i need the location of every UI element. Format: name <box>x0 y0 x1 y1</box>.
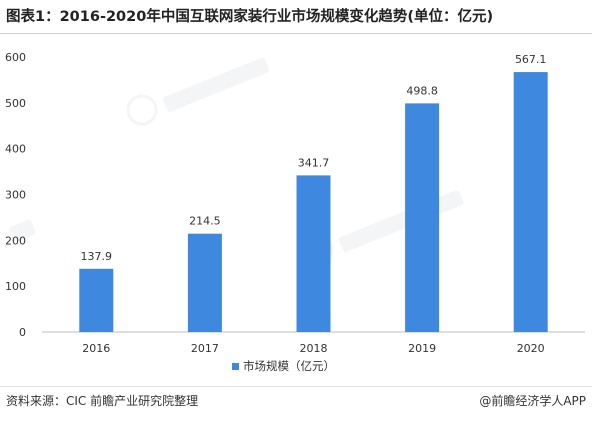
y-tick-label: 400 <box>5 143 26 156</box>
legend-swatch <box>232 363 239 370</box>
bar-value-label: 567.1 <box>515 53 547 66</box>
y-tick-label: 300 <box>5 189 26 202</box>
bar-value-label: 341.7 <box>298 156 330 169</box>
title-divider <box>0 33 592 34</box>
y-tick-label: 100 <box>5 280 26 293</box>
bar-2016 <box>79 268 114 332</box>
bar-2020 <box>513 72 548 333</box>
y-tick-label: 600 <box>5 51 26 64</box>
brand-credit: @前瞻经济学人APP <box>479 394 586 408</box>
y-tick-label: 0 <box>19 326 26 339</box>
chart-title: 图表1：2016-2020年中国互联网家装行业市场规模变化趋势(单位：亿元) <box>6 9 494 25</box>
x-tick-label: 2017 <box>191 342 219 355</box>
y-tick-label: 200 <box>5 234 26 247</box>
bar-value-label: 137.9 <box>81 250 113 263</box>
bar-value-label: 498.8 <box>406 84 438 97</box>
x-tick-label: 2019 <box>408 342 436 355</box>
legend-label: 市场规模（亿元） <box>243 359 335 373</box>
bar-2019 <box>405 103 440 332</box>
watermark-logo-icon <box>8 57 464 266</box>
bar-2017 <box>187 233 222 332</box>
x-tick-label: 2020 <box>517 342 545 355</box>
footer-divider <box>0 386 592 387</box>
y-tick-label: 500 <box>5 97 26 110</box>
x-tick-label: 2016 <box>82 342 110 355</box>
source-note: 资料来源：CIC 前瞻产业研究院整理 <box>6 394 199 408</box>
bar-2018 <box>296 175 331 332</box>
x-tick-label: 2018 <box>300 342 328 355</box>
bar-value-label: 214.5 <box>189 215 221 228</box>
